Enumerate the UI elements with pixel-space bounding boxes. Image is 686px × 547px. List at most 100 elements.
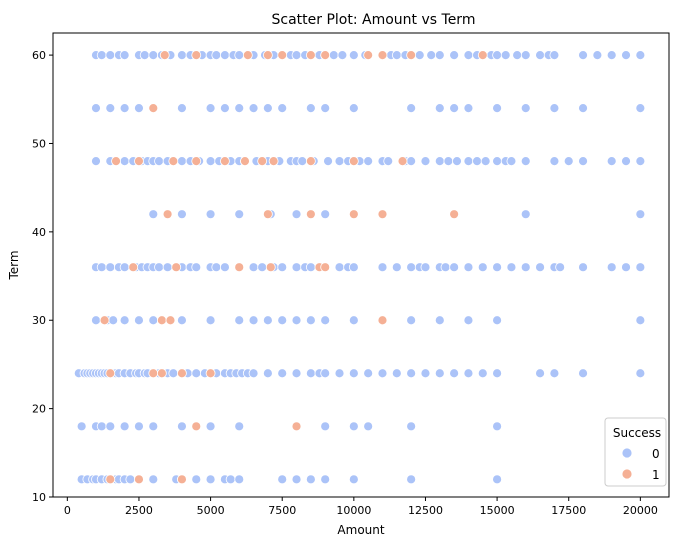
x-tick-label: 2500: [125, 504, 153, 517]
scatter-point-series-0: [492, 368, 502, 379]
scatter-point-series-0: [76, 421, 87, 432]
scatter-point-series-0: [477, 368, 488, 379]
scatter-point-series-0: [234, 209, 245, 220]
scatter-point-series-1: [156, 315, 167, 326]
scatter-point-series-0: [449, 368, 460, 379]
scatter-point-series-0: [635, 209, 646, 220]
scatter-point-series-1: [234, 262, 245, 273]
scatter-point-series-0: [635, 103, 646, 114]
scatter-point-series-0: [492, 474, 502, 485]
scatter-point-series-0: [134, 315, 144, 326]
scatter-point-series-0: [348, 421, 359, 432]
scatter-point-series-0: [91, 315, 101, 326]
scatter-point-series-0: [383, 156, 394, 167]
scatter-point-series-1: [111, 156, 121, 167]
scatter-point-series-1: [277, 50, 288, 60]
y-axis-ticks: 10 20 30 40 50 60: [32, 49, 53, 504]
scatter-point-series-0: [220, 50, 230, 60]
scatter-point-series-0: [621, 50, 631, 60]
scatter-point-series-1: [191, 50, 202, 60]
x-tick-label: 10000: [336, 504, 371, 517]
y-tick-label: 50: [32, 137, 46, 150]
y-tick-label: 60: [32, 49, 46, 62]
scatter-point-series-0: [177, 209, 187, 220]
scatter-point-series-1: [406, 50, 417, 60]
scatter-point-series-1: [377, 50, 388, 60]
scatter-point-series-0: [492, 315, 502, 326]
scatter-point-series-0: [334, 368, 345, 379]
x-tick-label: 15000: [480, 504, 515, 517]
scatter-point-series-0: [168, 368, 179, 379]
scatter-point-series-0: [606, 262, 617, 273]
scatter-point-series-1: [191, 421, 202, 432]
scatter-point-series-1: [177, 368, 187, 379]
scatter-point-series-0: [262, 103, 273, 114]
scatter-point-series-0: [105, 262, 116, 273]
scatter-point-series-0: [512, 50, 523, 60]
scatter-point-series-0: [205, 474, 216, 485]
scatter-point-series-1: [397, 156, 408, 167]
x-axis-ticks: 0 2500 5000 7500 10000 12500 15000 17500 20000: [64, 497, 658, 517]
scatter-point-series-0: [262, 368, 273, 379]
x-tick-label: 7500: [268, 504, 296, 517]
scatter-point-series-1: [165, 315, 176, 326]
legend: Success 0 1: [604, 417, 667, 487]
scatter-point-series-0: [520, 262, 531, 273]
scatter-point-series-0: [291, 50, 302, 60]
scatter-point-series-0: [154, 262, 164, 273]
scatter-point-series-0: [520, 156, 531, 167]
scatter-point-series-0: [500, 50, 511, 60]
scatter-point-series-1: [177, 474, 187, 485]
scatter-point-series-0: [96, 421, 107, 432]
series-1-points: [99, 50, 488, 485]
scatter-point-series-0: [549, 156, 560, 167]
scatter-point-series-0: [234, 421, 245, 432]
scatter-point-series-0: [96, 262, 107, 273]
scatter-point-series-0: [506, 262, 517, 273]
scatter-point-series-1: [240, 156, 250, 167]
scatter-point-series-0: [463, 103, 474, 114]
scatter-point-series-0: [414, 50, 425, 60]
scatter-point-series-0: [377, 368, 388, 379]
scatter-point-series-0: [472, 156, 482, 167]
scatter-point-series-0: [406, 368, 417, 379]
scatter-point-series-0: [248, 262, 259, 273]
scatter-point-series-0: [363, 421, 374, 432]
legend-box: [604, 417, 667, 487]
scatter-point-series-0: [406, 262, 417, 273]
scatter-point-series-0: [434, 50, 445, 60]
scatter-point-series-0: [220, 103, 230, 114]
scatter-point-series-0: [363, 368, 374, 379]
scatter-point-series-0: [420, 262, 431, 273]
scatter-point-series-1: [162, 209, 173, 220]
scatter-point-series-0: [119, 315, 130, 326]
scatter-point-series-0: [248, 103, 259, 114]
scatter-point-series-0: [592, 50, 603, 60]
scatter-point-series-0: [211, 50, 222, 60]
scatter-point-series-0: [563, 156, 574, 167]
scatter-point-series-0: [320, 474, 331, 485]
scatter-point-series-0: [320, 368, 331, 379]
scatter-point-series-0: [334, 156, 345, 167]
scatter-point-series-0: [205, 421, 216, 432]
scatter-point-series-0: [248, 368, 259, 379]
scatter-point-series-0: [320, 421, 331, 432]
scatter-point-series-0: [305, 368, 316, 379]
scatter-point-series-0: [506, 156, 517, 167]
scatter-point-series-0: [449, 262, 460, 273]
scatter-point-series-0: [391, 368, 402, 379]
scatter-point-series-0: [635, 50, 646, 60]
scatter-point-series-0: [463, 315, 474, 326]
scatter-point-series-0: [520, 103, 531, 114]
scatter-point-series-1: [305, 50, 316, 60]
scatter-point-series-1: [171, 262, 182, 273]
legend-title: Success: [613, 426, 661, 440]
scatter-point-series-1: [320, 262, 331, 273]
legend-label-0: 0: [652, 447, 660, 461]
scatter-point-series-0: [578, 368, 588, 379]
scatter-point-series-1: [191, 156, 202, 167]
scatter-point-series-1: [262, 209, 273, 220]
x-axis-label: Amount: [337, 523, 384, 537]
scatter-point-series-0: [449, 50, 460, 60]
scatter-point-series-0: [434, 368, 445, 379]
